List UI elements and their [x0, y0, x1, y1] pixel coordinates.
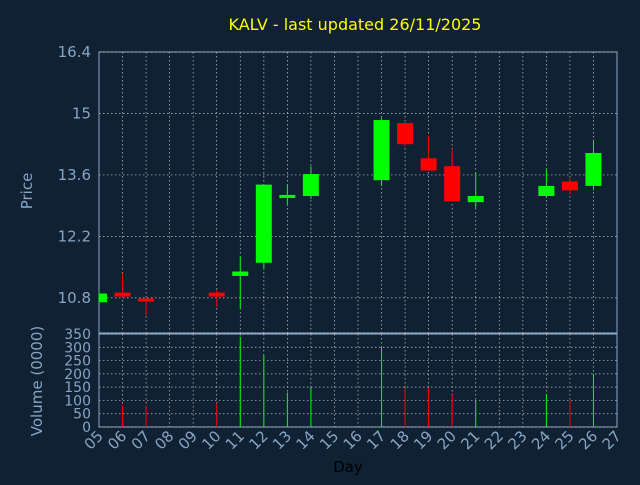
x-tick-label: 10 [198, 427, 224, 453]
x-tick-label: 12 [245, 427, 271, 453]
x-tick-label: 23 [504, 427, 530, 453]
price-tick-label: 15 [72, 104, 91, 122]
candle-body [585, 152, 602, 186]
candle-body [302, 174, 319, 197]
volume-tick-label: 50 [73, 407, 91, 423]
x-tick-label: 16 [340, 427, 366, 453]
volume-tick-label: 100 [64, 393, 91, 409]
x-tick-label: 25 [552, 427, 578, 453]
volume-panel-frame [98, 333, 618, 428]
x-tick-label: 18 [387, 427, 413, 453]
candle-body [538, 185, 555, 197]
x-tick-label: 09 [175, 427, 201, 453]
candle-body [255, 184, 272, 263]
volume-axis-label: Volume (0000) [28, 326, 46, 436]
chart-title: KALV - last updated 26/11/2025 [229, 15, 482, 34]
x-tick-label: 07 [128, 427, 154, 453]
candle-body [232, 271, 249, 276]
price-tick-label: 13.6 [58, 166, 91, 184]
x-tick-label: 27 [599, 427, 625, 453]
candle-body [420, 158, 437, 171]
candle-body [114, 292, 131, 297]
candle-body [397, 123, 414, 145]
volume-tick-label: 250 [64, 354, 91, 370]
x-tick-label: 19 [410, 427, 436, 453]
candle-body [99, 293, 107, 303]
x-tick-label: 15 [316, 427, 342, 453]
x-tick-label: 26 [575, 427, 601, 453]
candle-body [467, 196, 484, 203]
x-axis-label: Day [333, 458, 363, 476]
candle-body [561, 181, 578, 191]
volume-tick-label: 150 [64, 380, 91, 396]
candle-body [373, 120, 390, 181]
price-panel: 16.4 15 13.6 12.2 10.8 [58, 43, 618, 334]
x-tick-label: 17 [363, 427, 389, 453]
price-axis-label: Price [18, 173, 36, 210]
volume-tick-label: 0 [82, 420, 91, 436]
volume-tick-label: 350 [64, 327, 91, 343]
x-tick-label: 21 [457, 427, 483, 453]
candle-body [138, 298, 155, 302]
x-tick-label: 22 [481, 427, 507, 453]
x-tick-label: 08 [151, 427, 177, 453]
candle-body [208, 292, 225, 297]
candle-body [279, 194, 296, 198]
x-tick-label: 20 [434, 427, 460, 453]
x-tick-label: 24 [528, 427, 554, 453]
candle-body [444, 166, 461, 202]
price-tick-label: 10.8 [58, 289, 91, 307]
volume-tick-label: 200 [64, 367, 91, 383]
price-tick-label: 12.2 [58, 227, 91, 245]
price-tick-label: 16.4 [58, 43, 91, 61]
x-tick-label: 14 [293, 427, 319, 453]
volume-panel: 3503002502001501005000506070809101112131… [64, 327, 625, 453]
x-tick-label: 06 [104, 427, 130, 453]
x-tick-label: 13 [269, 427, 295, 453]
volume-tick-label: 300 [64, 340, 91, 356]
x-tick-label: 11 [222, 427, 248, 453]
